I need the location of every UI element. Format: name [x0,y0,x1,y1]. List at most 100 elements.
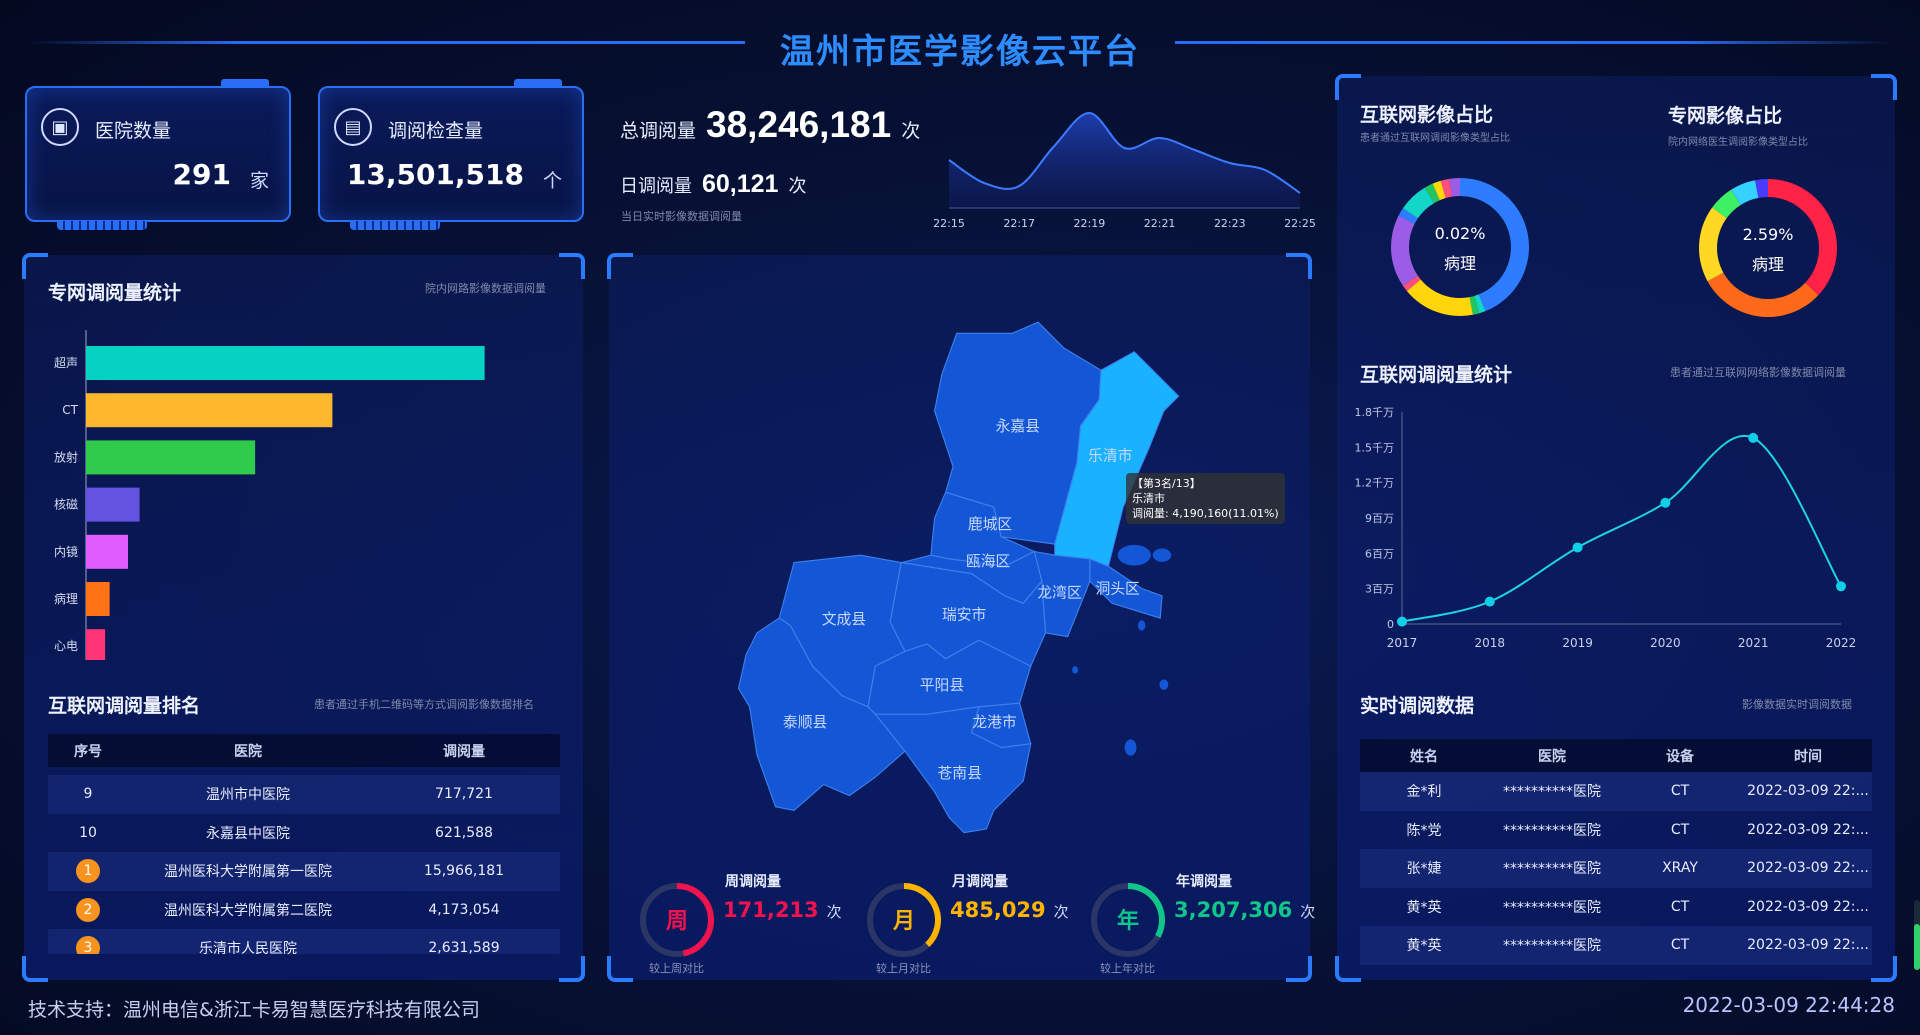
island [1152,548,1172,562]
hospital-cell: 温州医科大学附属第一医院 [164,864,332,881]
rank-badge: 2 [76,897,100,922]
bar-心电 [86,629,106,660]
table-cell: 2022-03-09 22:... [1747,898,1869,915]
sparkline-tick-label: 22:25 [1284,217,1316,230]
map-region-乐清市[interactable] [1054,351,1180,567]
donut-center-label: 病理 [1443,254,1476,273]
sparkline-area [949,112,1300,208]
bar-超声 [86,346,485,380]
data-point-2020 [1660,497,1671,508]
table-row[interactable]: 1 温州医科大学附属第一医院 15,966,181 [48,852,560,891]
donut-slice [1707,272,1819,317]
map-region-label: 苍南县 [938,765,982,782]
category-label: 内镜 [54,544,78,559]
corner-decoration [22,253,48,279]
map-region-洞头区[interactable] [1089,558,1163,619]
table-cell: **********医院 [1503,899,1601,916]
tech-support-text: 技术支持：温州电信&浙江卡易智慧医疗科技有限公司 [28,999,480,1021]
daily-row: 日调阅量 60,121 次 [620,170,806,199]
rank-number: 10 [79,824,97,841]
table-row[interactable]: 金*利 **********医院 CT 2022-03-09 22:... [1360,772,1872,811]
card-tab-decoration [350,221,440,230]
donut-slice [1406,279,1473,316]
donut-slice [1402,187,1435,219]
daily-unit: 次 [788,176,807,197]
realtime-sparkline-chart: 22:15 22:17 22:19 22:21 22:23 22:25 [933,111,1316,230]
map-region-label: 乐清市 [1088,448,1133,465]
donut-slice [1391,215,1418,286]
gauge-unit: 次 [826,903,842,921]
table-row[interactable]: 2 温州医科大学附属第二医院 4,173,054 [48,891,560,930]
tooltip-rank: 【第3名/13】 [1132,477,1201,490]
hospital-cell: 乐清市人民医院 [199,941,297,954]
table-cell: CT [1670,937,1690,954]
table-header: 姓名 医院 设备 时间 [1360,739,1872,772]
card-tab-decoration [221,79,269,87]
hospital-count-card: ▣ 医院数量 291 家 [25,79,291,230]
gauge-char: 周 [666,909,688,934]
bar-放射 [86,440,256,475]
total-label: 总调阅量 [620,120,697,142]
ranking-table[interactable]: 序号 医院 调阅量 9 温州市中医院 717,721 10 永嘉县中医院 621,588 1… [48,734,560,954]
map-region-label: 平阳县 [920,677,964,694]
map-region-label: 龙湾区 [1037,584,1082,601]
gauge-compare-label: 较上周对比 [649,962,704,975]
rank-cell: 2 [48,897,128,922]
table-cell: 2022-03-09 22:... [1747,860,1869,877]
island [1117,544,1151,566]
hospital-cell: 永嘉县中医院 [206,825,290,842]
donut-slice [1755,179,1768,198]
data-point-2017 [1397,616,1407,627]
count-cell: 621,588 [435,824,493,841]
donut-center-label: 病理 [1751,255,1784,274]
y-tick-label: 1.2千万 [1355,477,1395,490]
table-cell: 张*婕 [1406,861,1442,878]
private-ratio-subtitle: 院内网络医生调阅影像类型占比 [1668,137,1808,148]
gauge-label: 月调阅量 [952,874,1008,890]
total-row: 总调阅量 38,246,181 次 [620,104,920,146]
x-tick-label: 2018 [1475,636,1506,650]
table-row[interactable]: 张*婕 **********医院 XRAY 2022-03-09 22:... [1360,849,1872,888]
scroll-thumb[interactable] [1914,924,1920,970]
column-header: 设备 [1666,748,1694,765]
map-region-label: 瑞安市 [942,607,987,624]
side-scroll-indicator[interactable] [1914,900,1920,970]
map-region-苍南县[interactable] [874,706,1032,834]
hospital-cell: 温州医科大学附属第二医院 [164,902,332,919]
island [1137,620,1146,631]
category-label: 心电 [54,639,78,653]
internet-ratio-title: 互联网影像占比 [1360,104,1494,126]
rank-badge: 3 [76,936,100,954]
rank-cell: 1 [48,859,128,884]
table-cell: 金*利 [1406,784,1442,801]
gauge-label: 年调阅量 [1176,874,1232,890]
data-point-2019 [1572,542,1583,553]
table-cell: CT [1670,821,1690,838]
table-row[interactable]: 10 永嘉县中医院 621,588 [48,814,560,853]
map-region-label: 龙港市 [972,714,1017,731]
card-label: 医院数量 [95,120,172,142]
title-line-left [25,41,745,44]
table-row[interactable]: 黄*英 **********医院 CT 2022-03-09 22:... [1360,926,1872,965]
table-row[interactable]: 黄*英 **********医院 CT 2022-03-09 22:... [1360,888,1872,927]
table-row[interactable]: 3 乐清市人民医院 2,631,589 [48,929,560,954]
map-region-泰顺县[interactable] [737,617,906,812]
column-header: 医院 [1538,748,1566,765]
donut-slice [1768,179,1837,296]
gauge-compare-label: 较上月对比 [876,962,931,975]
daily-caption: 当日实时影像数据调阅量 [621,210,742,223]
realtime-table[interactable]: 姓名 医院 设备 时间 金*利 **********医院 CT 2022-03-09 … [1360,739,1872,965]
table-row[interactable]: 9 温州市中医院 717,721 [48,775,560,814]
table-body: 金*利 **********医院 CT 2022-03-09 22:... 陈*党 ***… [1360,772,1872,965]
corner-decoration [607,956,633,982]
corner-decoration [607,253,633,279]
column-header: 调阅量 [443,743,485,760]
rank-number: 9 [83,786,93,803]
private-ratio-donut [1699,179,1837,317]
corner-decoration [1286,956,1312,982]
table-row[interactable]: 陈*党 **********医院 CT 2022-03-09 22:... [1360,811,1872,850]
sparkline-line [948,111,1301,194]
realtime-title: 实时调阅数据 [1360,695,1475,717]
series-line [1401,434,1842,623]
